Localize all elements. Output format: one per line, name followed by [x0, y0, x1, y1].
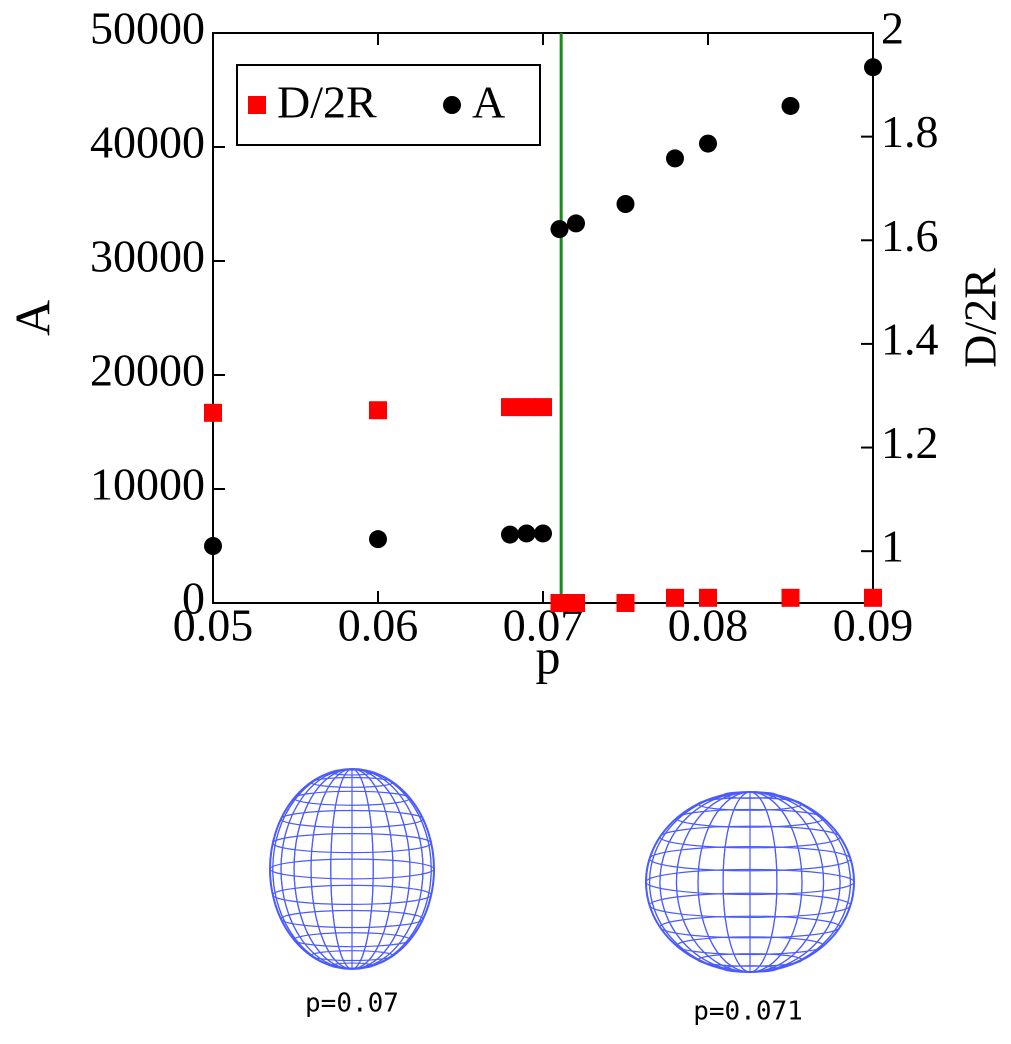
y-tick-label: 0 [182, 573, 205, 624]
image-caption: p=0.071 [693, 997, 803, 1027]
point [567, 214, 585, 233]
point [204, 537, 222, 555]
y2-tick-label: 2 [881, 3, 904, 54]
wire-latitude [659, 915, 841, 939]
wireframe [269, 768, 435, 970]
point [864, 58, 882, 77]
point [699, 134, 717, 153]
wire-latitude [293, 790, 411, 806]
point [501, 525, 519, 544]
legend-label: A [472, 77, 505, 128]
wire-longitude [272, 768, 432, 970]
legend-marker [248, 96, 266, 114]
point [517, 398, 536, 417]
wire-latitude [675, 808, 825, 828]
y2-tick-label: 1 [881, 521, 904, 572]
point [666, 588, 684, 607]
wire-latitude [269, 858, 435, 880]
wire-longitude [648, 791, 852, 973]
legend-box [236, 64, 541, 146]
point [369, 401, 387, 420]
point [550, 220, 569, 239]
wire-latitude [272, 884, 432, 905]
point [204, 403, 222, 422]
point [781, 96, 800, 115]
y2-tick-label: 1.8 [881, 106, 939, 157]
y2-axis-label: D/2R [955, 268, 1006, 368]
wire-latitude [293, 932, 411, 948]
wire-latitude [272, 833, 432, 854]
y-tick-label: 50000 [90, 3, 205, 54]
point [699, 588, 717, 607]
point [501, 398, 519, 417]
y2-tick-label: 1.4 [881, 313, 939, 364]
wire-latitude [659, 825, 841, 849]
y-tick-label: 10000 [90, 459, 205, 510]
point [534, 398, 552, 417]
wire-latitude [675, 936, 825, 956]
x-tick-label: 0.09 [833, 600, 914, 651]
point [517, 524, 536, 543]
point [567, 594, 585, 612]
image-caption: p=0.07 [305, 989, 399, 1019]
wire-latitude [280, 909, 424, 929]
legend-label: D/2R [277, 77, 377, 128]
y2-tick-label: 1.6 [881, 210, 939, 261]
y-tick-label: 30000 [90, 231, 205, 282]
point [864, 588, 882, 607]
wire-latitude [645, 868, 855, 896]
y-tick-label: 40000 [90, 117, 205, 168]
x-tick-label: 0.05 [173, 600, 254, 651]
point [369, 530, 387, 549]
point [534, 524, 552, 543]
point [616, 594, 635, 612]
x-tick-label: 0.08 [668, 600, 749, 651]
point [616, 195, 635, 213]
y-tick-label: 20000 [90, 345, 205, 396]
wire-latitude [310, 950, 394, 962]
y-axis-label: A [4, 300, 60, 336]
x-axis-label: p [536, 628, 561, 684]
wire-latitude [648, 846, 852, 872]
wire-latitude [648, 892, 852, 918]
point [781, 588, 800, 607]
point [550, 594, 569, 612]
wireframe [645, 791, 855, 973]
y2-tick-label: 1.2 [881, 417, 939, 468]
wire-latitude [280, 809, 424, 829]
legend-marker [443, 96, 461, 114]
point [666, 149, 684, 168]
x-tick-label: 0.06 [338, 600, 419, 651]
wire-latitude [310, 776, 394, 788]
wire-latitude [697, 797, 803, 811]
